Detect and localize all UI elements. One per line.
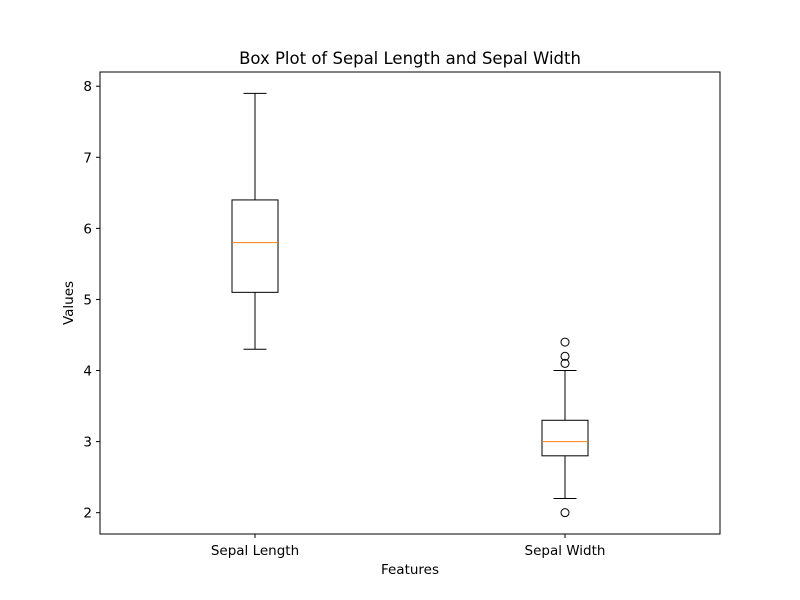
plot-area: [231, 92, 589, 518]
outlier-point: [560, 351, 570, 361]
y-tick-label: 4: [83, 364, 92, 380]
iqr-box: [231, 199, 279, 293]
x-tick-label: Sepal Length: [211, 543, 299, 559]
y-axis-label: Values: [61, 281, 77, 325]
x-axis-label: Features: [381, 562, 439, 578]
y-tick-label: 2: [83, 506, 92, 522]
chart-title: Box Plot of Sepal Length and Sepal Width: [239, 49, 581, 68]
y-tick-label: 3: [83, 435, 92, 451]
y-tick-label: 7: [83, 150, 92, 166]
outlier-point: [560, 358, 570, 368]
x-tick-label: Sepal Width: [525, 543, 606, 559]
outlier-point: [560, 337, 570, 347]
x-axis: Sepal Length Sepal Width: [211, 534, 606, 559]
outlier-point: [560, 508, 570, 518]
plot-frame: [99, 71, 721, 535]
box-1: [541, 337, 589, 518]
y-tick-label: 6: [83, 221, 92, 237]
iqr-box: [541, 419, 589, 457]
y-tick-label: 5: [83, 292, 92, 308]
box-0: [231, 92, 279, 350]
y-axis: 2 3 4 5 6 7 8: [83, 79, 100, 522]
y-tick-label: 8: [83, 79, 92, 95]
